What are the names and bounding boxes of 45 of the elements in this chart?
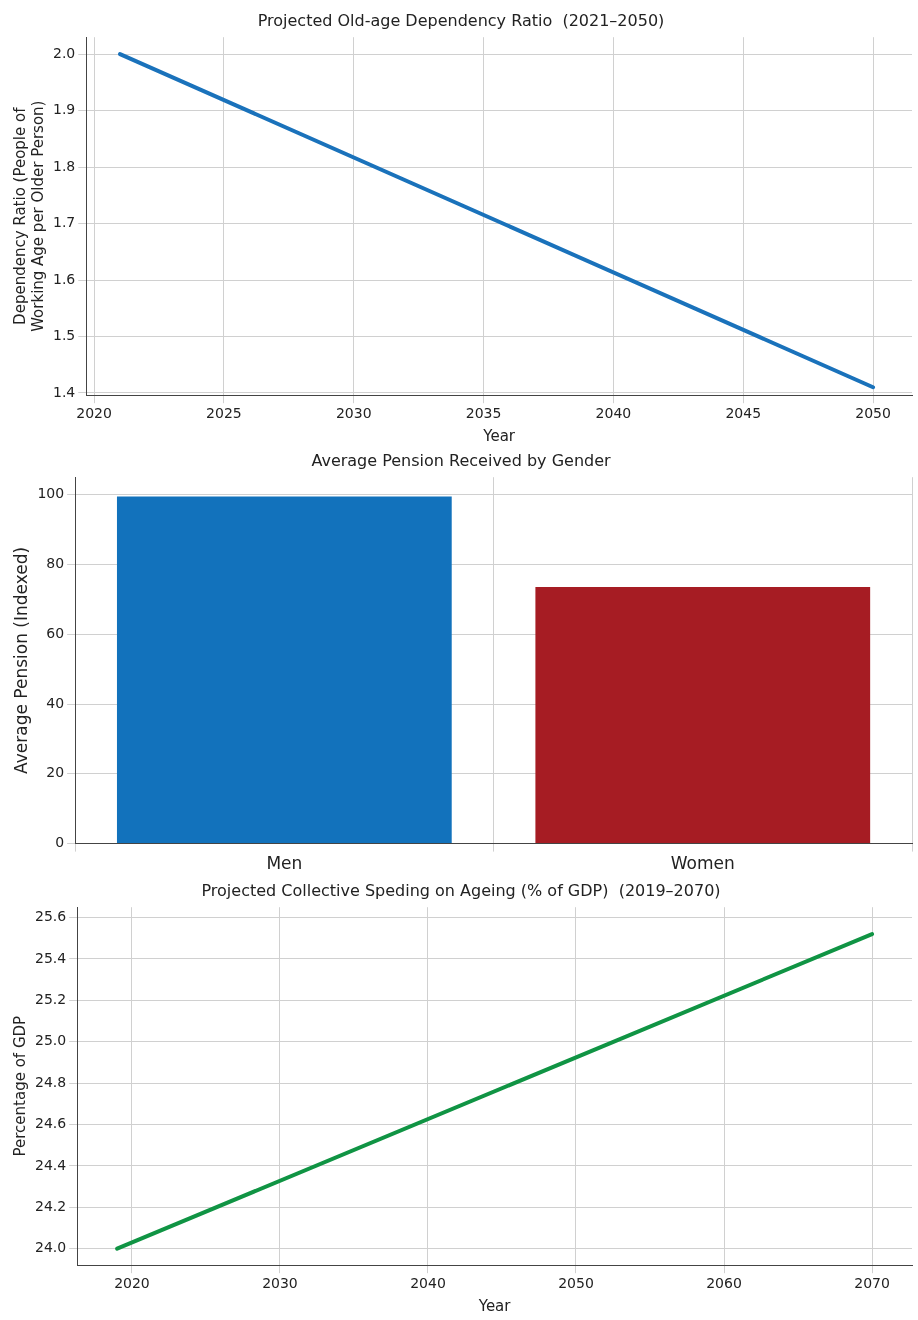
y-tick-label: 25.2	[35, 990, 67, 1007]
y-tick-label: 1.8	[53, 157, 76, 174]
y-axis-title: Percentage of GDP	[10, 1015, 29, 1157]
y-tick-label: 25.6	[35, 908, 67, 925]
x-tick-label: 2050	[558, 1275, 594, 1292]
y-tick-label: 25.0	[35, 1032, 67, 1049]
y-tick-label: 60	[46, 624, 65, 641]
y-tick-label: 1.7	[53, 214, 76, 231]
y-tick-label: 100	[37, 485, 65, 502]
x-tick-label: 2040	[410, 1275, 446, 1292]
x-tick-label: 2030	[335, 405, 372, 422]
chart-title: Projected Collective Speding on Ageing (% of GDP) (2019–2070)	[201, 880, 721, 900]
y-tick-label: 1.9	[53, 101, 76, 118]
x-tick-label: 2070	[854, 1275, 890, 1292]
y-tick-label: 24.4	[35, 1156, 67, 1173]
x-tick-label: 2020	[114, 1275, 150, 1292]
y-axis-title: Dependency Ratio (People of Working Age per Older Person)	[10, 100, 47, 332]
y-tick-label: 80	[46, 555, 65, 572]
y-tick-label: 24.6	[35, 1115, 67, 1132]
y-tick-label: 1.4	[53, 383, 76, 400]
y-tick-label: 40	[46, 694, 65, 711]
y-tick-label: 1.6	[53, 270, 76, 287]
x-tick-label: 2040	[595, 405, 632, 422]
x-tick-label: 2060	[706, 1275, 742, 1292]
x-tick-label: 2045	[725, 405, 762, 422]
y-tick-label: 20	[46, 764, 65, 781]
x-axis-title: Year	[482, 426, 516, 445]
y-tick-label: 25.4	[35, 949, 67, 966]
y-tick-label: 2.0	[53, 44, 76, 61]
x-tick-label: 2050	[855, 405, 891, 422]
chart-title: Average Pension Received by Gender	[311, 450, 612, 470]
y-tick-label: 24.8	[35, 1073, 67, 1090]
y-tick-label: 24.2	[35, 1197, 67, 1214]
x-tick-label: 2035	[465, 405, 502, 422]
y-tick-label: 0	[55, 834, 65, 851]
x-tick-label: Men	[266, 853, 303, 874]
x-tick-label: Women	[670, 853, 735, 874]
x-tick-label: 2020	[76, 405, 112, 422]
x-tick-label: 2025	[206, 405, 242, 422]
x-axis-title: Year	[477, 1296, 512, 1315]
chart-title: Projected Old-age Dependency Ratio (2021–2050)	[257, 10, 665, 30]
x-tick-label: 2030	[262, 1275, 298, 1292]
y-axis-title: Average Pension (Indexed)	[10, 546, 31, 774]
y-tick-label: 1.5	[53, 327, 76, 344]
y-tick-label: 24.0	[35, 1239, 67, 1256]
